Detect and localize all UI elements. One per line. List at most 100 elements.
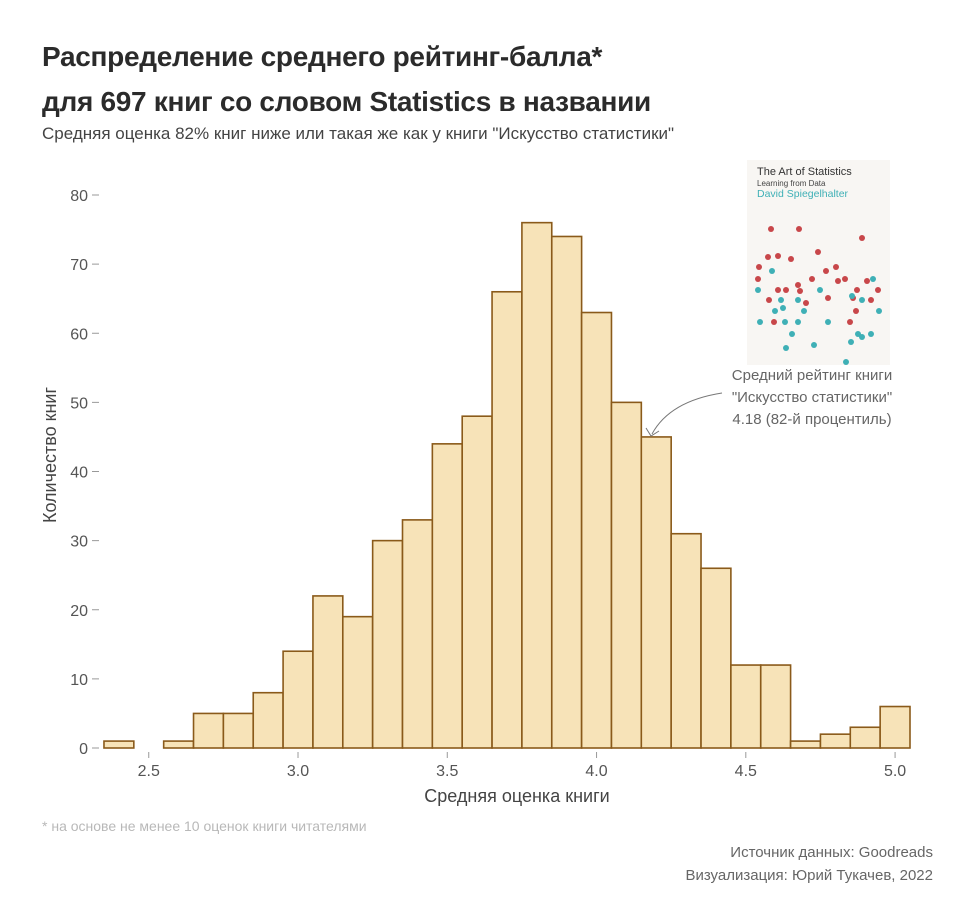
cover-dot [755,287,761,293]
histogram-bar [670,532,702,749]
y-tick-label: 60 [70,326,88,343]
cover-dot [795,319,801,325]
y-tick-label: 70 [70,257,88,274]
annotation-line-2: "Искусство статистики" [732,389,892,406]
cover-dot [849,293,855,299]
book-cover-author: David Spiegelhalter [757,188,849,200]
histogram-bar [401,519,434,749]
cover-dot [783,345,789,351]
cover-dot [823,268,829,274]
annotation-arrowhead [645,427,660,437]
histogram-bar [610,401,643,749]
cover-dot [766,297,772,303]
histogram-bars [103,221,911,749]
cover-dot [757,319,763,325]
cover-dot [789,331,795,337]
cover-dot [833,264,839,270]
source-block: Источник данных: Goodreads Визуализация:… [685,841,933,887]
book-cover-subtitle: Learning from Data [757,179,826,188]
cover-dot [853,308,859,314]
y-tick-label: 30 [70,534,88,551]
x-axis: 2.5 3.0 3.5 4.0 4.5 5.0 [138,752,906,780]
cover-dot [859,235,865,241]
histogram-bar [759,664,792,749]
cover-dot [817,287,823,293]
cover-dot [778,297,784,303]
y-tick-label: 80 [70,188,88,205]
y-tick-label: 20 [70,603,88,620]
y-axis-title: Количество книг [40,387,60,524]
cover-dot [842,276,848,282]
cover-dot [796,226,802,232]
histogram-bar [580,311,613,749]
cover-dot [825,295,831,301]
x-axis-title: Средняя оценка книги [424,786,609,806]
cover-dot [868,297,874,303]
histogram-bar [461,415,493,749]
cover-dot [755,276,761,282]
histogram-bar [103,740,135,749]
cover-dot [811,342,817,348]
cover-dot [854,287,860,293]
histogram-bar [789,740,822,749]
book-cover-title: The Art of Statistics [757,166,852,178]
y-axis: 0 10 20 30 40 50 60 70 80 [70,188,99,758]
cover-dot [771,319,777,325]
cover-dot [783,287,789,293]
x-tick-label: 4.5 [735,763,757,780]
title-line-2: для 697 книг со словом Statistics в назв… [42,86,651,117]
cover-dot [803,300,809,306]
credit-line: Визуализация: Юрий Тукачев, 2022 [685,867,933,884]
x-tick-label: 5.0 [884,763,906,780]
annotation-line-1: Средний рейтинг книги [732,367,892,384]
cover-dot [788,256,794,262]
x-tick-label: 2.5 [138,763,160,780]
cover-dot [875,287,881,293]
cover-dot [768,226,774,232]
histogram-bar [222,712,255,749]
cover-dot [835,278,841,284]
source-line: Источник данных: Goodreads [730,844,933,861]
cover-dot [782,319,788,325]
cover-dot [876,308,882,314]
chart-subtitle: Средняя оценка 82% книг ниже или такая ж… [42,124,675,143]
cover-dot [870,276,876,282]
cover-dot [780,305,786,311]
cover-dot [809,276,815,282]
cover-dot [847,319,853,325]
cover-dot [801,308,807,314]
cover-dot [756,264,762,270]
title-line-1: Распределение среднего рейтинг-балла* [42,41,603,72]
cover-dot [769,268,775,274]
cover-dot [797,288,803,294]
annotation: Средний рейтинг книги "Искусство статист… [645,367,892,437]
cover-dot [868,331,874,337]
histogram-bar [879,705,911,749]
histogram-bar [371,539,404,749]
cover-dot [843,359,849,365]
histogram-bar [521,221,553,749]
histogram-bar [192,712,225,749]
cover-dot [859,297,865,303]
histogram-bar [640,436,672,749]
cover-dot [795,282,801,288]
x-tick-label: 3.0 [287,763,309,780]
histogram-bar [550,235,583,749]
histogram-bar [162,740,195,749]
y-tick-label: 50 [70,395,88,412]
cover-dot [775,287,781,293]
histogram-bar [252,691,284,749]
book-cover-background [747,160,890,365]
x-tick-label: 4.0 [585,763,607,780]
cover-dot [848,339,854,345]
histogram-bar [730,664,762,749]
cover-dot [775,253,781,259]
cover-dot [825,319,831,325]
book-cover-image: The Art of Statistics Learning from Data… [747,160,890,365]
annotation-line-3: 4.18 (82-й процентиль) [732,411,891,428]
footnote: * на основе не менее 10 оценок книги чит… [42,818,367,834]
chart-title: Распределение среднего рейтинг-балла* дл… [42,34,651,124]
y-tick-label: 10 [70,672,88,689]
histogram-bar [849,726,881,749]
